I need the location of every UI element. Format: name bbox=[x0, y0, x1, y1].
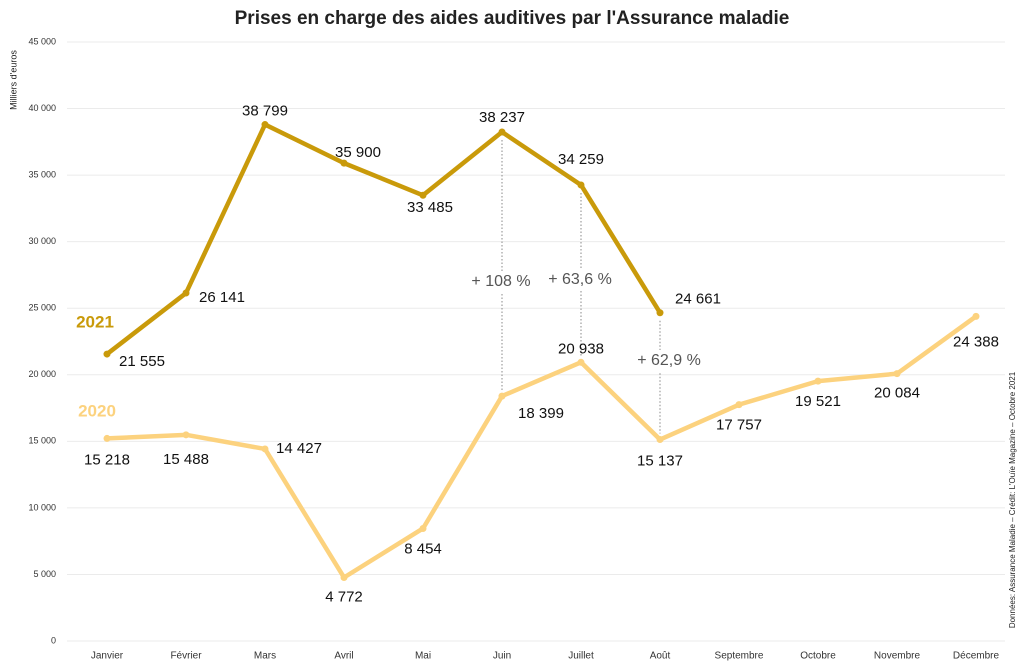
data-point bbox=[182, 431, 190, 439]
data-point bbox=[261, 121, 269, 129]
data-point bbox=[419, 191, 427, 199]
source-note: Données: Assurance Maladie – Crédit: L'O… bbox=[1008, 371, 1017, 628]
data-label: 38 799 bbox=[242, 103, 288, 120]
data-point bbox=[103, 434, 111, 442]
y-tick-label: 25 000 bbox=[28, 303, 56, 313]
data-point bbox=[577, 181, 585, 189]
y-tick-label: 10 000 bbox=[28, 502, 56, 512]
data-label: 15 218 bbox=[84, 451, 130, 468]
data-point bbox=[261, 445, 269, 453]
data-point bbox=[182, 289, 190, 297]
x-tick-label: Août bbox=[650, 651, 671, 662]
data-label: 20 084 bbox=[874, 385, 920, 402]
data-label: 35 900 bbox=[335, 144, 381, 161]
data-label: 4 772 bbox=[325, 588, 363, 605]
x-tick-label: Janvier bbox=[91, 651, 124, 662]
data-label: 17 757 bbox=[716, 417, 762, 434]
x-tick-label: Juin bbox=[493, 651, 511, 662]
data-point bbox=[972, 312, 980, 320]
data-point bbox=[893, 370, 901, 378]
y-tick-label: 35 000 bbox=[28, 169, 56, 179]
y-axis-label: Milliers d'euros bbox=[8, 50, 18, 110]
x-tick-label: Novembre bbox=[874, 651, 921, 662]
annotation-bg bbox=[633, 350, 705, 372]
data-point bbox=[814, 377, 822, 385]
data-point bbox=[103, 350, 111, 358]
data-point bbox=[340, 573, 348, 581]
data-label: 26 141 bbox=[199, 289, 245, 306]
annotation: + 63,6 % bbox=[548, 271, 612, 288]
x-tick-label: Février bbox=[170, 651, 202, 662]
data-label: 14 427 bbox=[276, 440, 322, 457]
data-point bbox=[340, 159, 348, 167]
data-label: 8 454 bbox=[404, 540, 442, 557]
data-label: 21 555 bbox=[119, 353, 165, 370]
data-label: 34 259 bbox=[558, 151, 604, 168]
annotation-bg bbox=[465, 271, 537, 293]
x-tick-label: Décembre bbox=[953, 651, 1000, 662]
data-point bbox=[498, 128, 506, 136]
x-tick-label: Octobre bbox=[800, 651, 836, 662]
data-label: 19 521 bbox=[795, 393, 841, 410]
data-point bbox=[656, 436, 664, 444]
y-tick-label: 5 000 bbox=[33, 569, 56, 579]
annotation: + 108 % bbox=[471, 273, 530, 290]
data-point bbox=[498, 392, 506, 400]
data-point bbox=[419, 524, 427, 532]
data-label: 33 485 bbox=[407, 199, 453, 216]
data-label: 20 938 bbox=[558, 340, 604, 357]
x-tick-label: Avril bbox=[334, 651, 353, 662]
series-line bbox=[105, 122, 662, 356]
y-tick-label: 40 000 bbox=[28, 103, 56, 113]
data-point bbox=[577, 358, 585, 366]
y-tick-label: 45 000 bbox=[28, 36, 56, 46]
y-tick-label: 20 000 bbox=[28, 369, 56, 379]
y-tick-label: 0 bbox=[51, 635, 56, 645]
data-label: 38 237 bbox=[479, 109, 525, 126]
data-point bbox=[735, 401, 743, 409]
data-label: 24 661 bbox=[675, 291, 721, 308]
x-tick-label: Mars bbox=[254, 651, 276, 662]
data-label: 15 488 bbox=[163, 451, 209, 468]
series-name: 2020 bbox=[78, 401, 116, 420]
y-tick-label: 15 000 bbox=[28, 436, 56, 446]
y-tick-label: 30 000 bbox=[28, 236, 56, 246]
x-tick-label: Mai bbox=[415, 651, 431, 662]
x-tick-label: Septembre bbox=[715, 651, 764, 662]
series-name: 2021 bbox=[76, 312, 114, 331]
x-tick-label: Juillet bbox=[568, 651, 594, 662]
annotation: + 62,9 % bbox=[637, 352, 701, 369]
data-point bbox=[656, 309, 664, 317]
chart-title: Prises en charge des aides auditives par… bbox=[235, 8, 790, 29]
data-label: 18 399 bbox=[518, 405, 564, 422]
data-label: 15 137 bbox=[637, 452, 683, 469]
data-label: 24 388 bbox=[953, 333, 999, 350]
annotation-bg bbox=[544, 269, 616, 291]
series-line bbox=[106, 314, 978, 580]
